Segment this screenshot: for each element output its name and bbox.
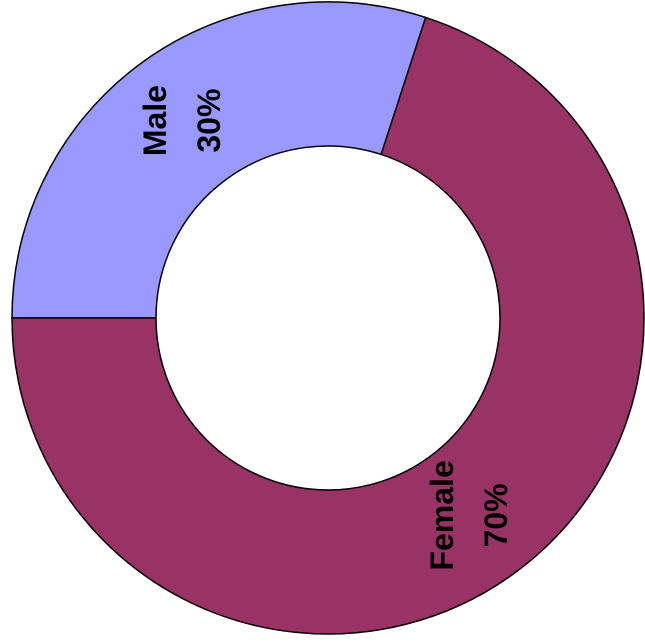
segment-label: Male 30% <box>137 85 227 156</box>
value-label: 30% <box>191 89 227 153</box>
category-label: Male <box>137 85 173 156</box>
donut-segment <box>11 1 427 319</box>
donut-segment <box>11 16 645 635</box>
segment-label: Female 70% <box>424 460 514 570</box>
value-label: 70% <box>478 483 514 547</box>
category-label: Female <box>424 460 460 570</box>
